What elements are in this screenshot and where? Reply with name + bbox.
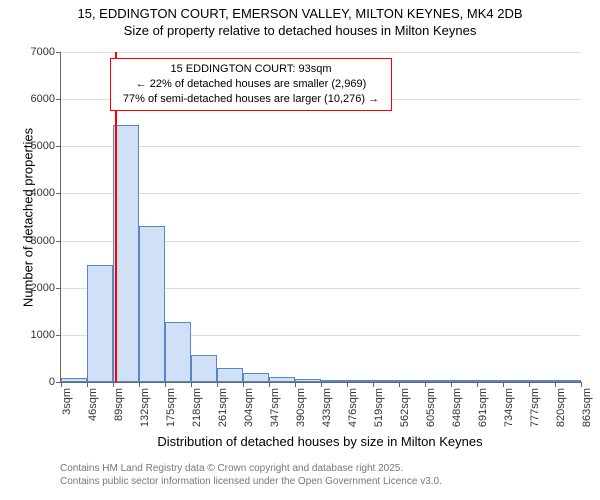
x-tick (217, 382, 218, 387)
x-tick (139, 382, 140, 387)
x-tick (243, 382, 244, 387)
x-tick-label: 734sqm (503, 388, 515, 427)
x-tick-label: 46sqm (87, 388, 99, 421)
x-tick (373, 382, 374, 387)
y-tick-label: 6000 (31, 93, 61, 105)
x-tick (477, 382, 478, 387)
chart-title-2: Size of property relative to detached ho… (0, 23, 600, 40)
y-tick-label: 3000 (31, 235, 61, 247)
y-tick-label: 7000 (31, 46, 61, 58)
x-tick-label: 777sqm (529, 388, 541, 427)
x-tick (321, 382, 322, 387)
histogram-bar (399, 380, 425, 382)
x-tick-label: 691sqm (477, 388, 489, 427)
x-tick-label: 390sqm (295, 388, 307, 427)
y-tick-label: 5000 (31, 140, 61, 152)
histogram-bar (503, 380, 529, 382)
attribution: Contains HM Land Registry data © Crown c… (60, 462, 442, 488)
annotation-box: 15 EDDINGTON COURT: 93sqm ← 22% of detac… (110, 58, 392, 111)
histogram-bar (555, 380, 581, 382)
histogram-bar (451, 380, 477, 382)
gridline (61, 52, 581, 53)
x-tick-label: 347sqm (269, 388, 281, 427)
histogram-bar (347, 380, 373, 382)
x-tick (191, 382, 192, 387)
attribution-line-2: Contains public sector information licen… (60, 475, 442, 488)
x-tick-label: 863sqm (581, 388, 593, 427)
x-tick (555, 382, 556, 387)
x-tick-label: 3sqm (61, 388, 73, 415)
x-tick (113, 382, 114, 387)
annotation-line-1: 15 EDDINGTON COURT: 93sqm (117, 62, 385, 77)
property-size-chart: 15, EDDINGTON COURT, EMERSON VALLEY, MIL… (0, 0, 600, 500)
y-tick-label: 1000 (31, 329, 61, 341)
histogram-bar (321, 380, 347, 382)
x-tick (61, 382, 62, 387)
x-tick-label: 433sqm (321, 388, 333, 427)
histogram-bar (269, 377, 295, 382)
histogram-bar (425, 380, 451, 382)
gridline (61, 146, 581, 147)
x-tick-label: 89sqm (113, 388, 125, 421)
histogram-bar (243, 373, 269, 382)
x-tick (295, 382, 296, 387)
histogram-bar (295, 379, 321, 382)
histogram-bar (139, 226, 165, 383)
x-tick-label: 519sqm (373, 388, 385, 427)
x-tick-label: 304sqm (243, 388, 255, 427)
histogram-bar (191, 355, 217, 382)
y-tick-label: 2000 (31, 282, 61, 294)
x-tick (425, 382, 426, 387)
x-tick (529, 382, 530, 387)
x-tick (87, 382, 88, 387)
attribution-line-1: Contains HM Land Registry data © Crown c… (60, 462, 442, 475)
x-tick-label: 261sqm (217, 388, 229, 427)
x-tick-label: 562sqm (399, 388, 411, 427)
histogram-bar (529, 380, 555, 382)
histogram-bar (165, 322, 191, 382)
x-tick-label: 476sqm (347, 388, 359, 427)
y-tick-label: 4000 (31, 187, 61, 199)
x-tick (347, 382, 348, 387)
x-tick (269, 382, 270, 387)
annotation-line-2: ← 22% of detached houses are smaller (2,… (117, 77, 385, 92)
x-tick-label: 218sqm (191, 388, 203, 427)
x-tick (399, 382, 400, 387)
x-tick-label: 820sqm (555, 388, 567, 427)
x-tick (451, 382, 452, 387)
histogram-bar (87, 265, 113, 382)
x-tick (503, 382, 504, 387)
histogram-bar (217, 368, 243, 382)
x-tick-label: 605sqm (425, 388, 437, 427)
x-tick-label: 648sqm (451, 388, 463, 427)
x-tick-label: 175sqm (165, 388, 177, 427)
x-tick-label: 132sqm (139, 388, 151, 427)
annotation-line-3: 77% of semi-detached houses are larger (… (117, 92, 385, 107)
gridline (61, 193, 581, 194)
x-tick (165, 382, 166, 387)
histogram-bar (61, 378, 87, 382)
x-tick (581, 382, 582, 387)
x-axis-label: Distribution of detached houses by size … (60, 434, 580, 449)
y-tick-label: 0 (49, 376, 61, 388)
histogram-bar (477, 380, 503, 382)
chart-title-1: 15, EDDINGTON COURT, EMERSON VALLEY, MIL… (0, 6, 600, 23)
histogram-bar (373, 380, 399, 382)
